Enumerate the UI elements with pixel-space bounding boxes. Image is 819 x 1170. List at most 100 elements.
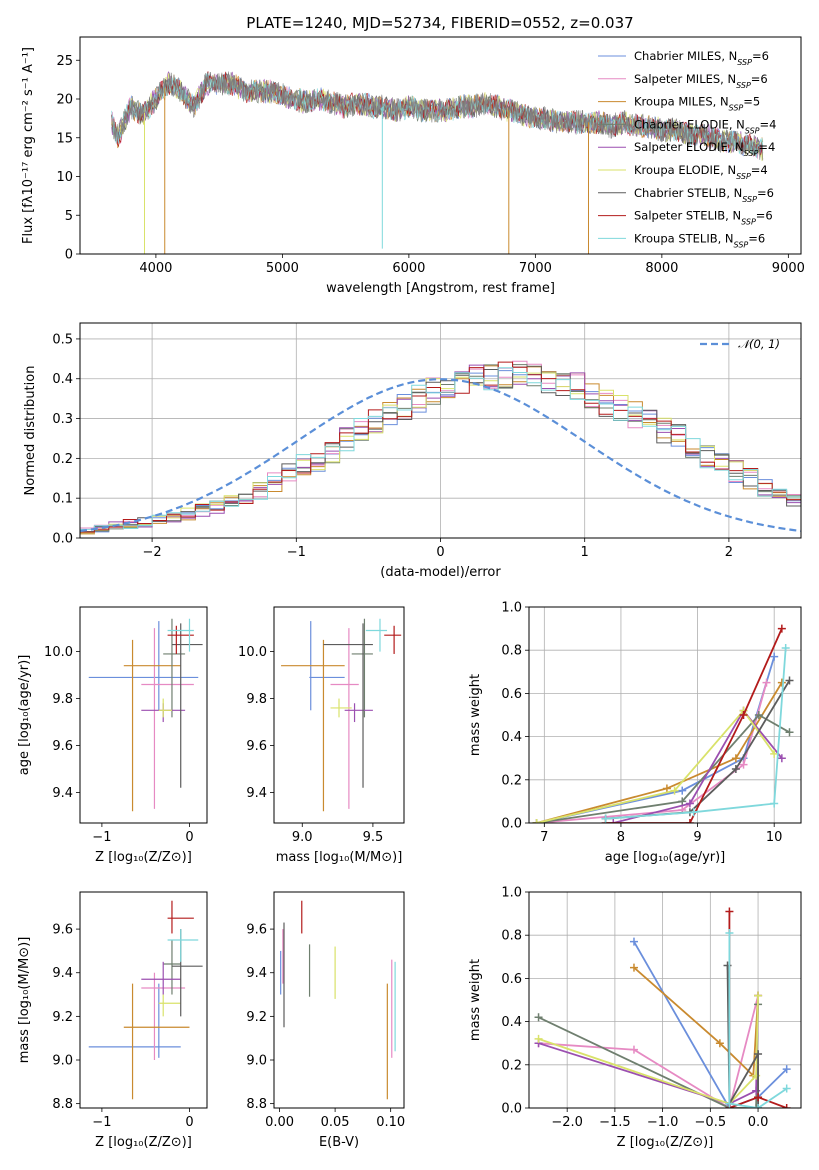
mass-weight-marker — [662, 784, 671, 793]
y-tick-label: 9.2 — [246, 1010, 267, 1025]
y-axis-label: Normed distribution — [23, 366, 38, 496]
x-tick-label: 9 — [693, 830, 701, 845]
mass_vs_metallicity-axes: −1 0 8.8 9.0 9.2 9.4 9.6 Z [log₁₀(Z/Z⊙)] mass [l… — [17, 923, 194, 1150]
y-tick-label: 9.4 — [52, 786, 73, 801]
y-tick-label: 0.3 — [52, 412, 73, 427]
y-axis-label: mass weight — [468, 959, 483, 1041]
mass-weight-marker — [762, 678, 771, 687]
x-tick-label: −1 — [92, 1115, 111, 1130]
mass-weight-series — [536, 656, 776, 823]
x-tick-label: 0 — [185, 1115, 193, 1130]
mass-weight-marker — [739, 711, 748, 719]
mass_weight_vs_metallicity-axes: −2.0 −1.5 −1.0 −0.5 0.0 0.0 0.2 0.4 0.6 0.8 1.0 Z [… — [468, 886, 801, 1150]
x-tick-label: 5000 — [266, 261, 299, 276]
x-tick-label: 0 — [185, 830, 193, 845]
mass-weight-marker — [715, 1039, 724, 1048]
legend-entry: Salpeter ELODIE, NSSP=4 — [634, 140, 775, 158]
mass-weight-marker — [754, 1104, 763, 1108]
y-tick-label: 10.0 — [238, 645, 267, 660]
legend-entry: Chabrier STELIB, NSSP=6 — [634, 186, 774, 204]
legend-entry: Kroupa MILES, NSSP=5 — [634, 95, 760, 113]
x-axis-label: wavelength [Angstrom, rest frame] — [326, 281, 555, 296]
x-axis-label: mass [log₁₀(M/M⊙)] — [276, 850, 403, 865]
mass-weight-marker — [532, 819, 541, 823]
y-tick-label: 15 — [56, 131, 73, 146]
y-tick-label: 0.4 — [501, 1015, 522, 1030]
age_vs_mass-points — [281, 618, 402, 812]
y-tick-label: 0.4 — [52, 372, 73, 387]
mass-weight-marker — [689, 808, 698, 817]
y-tick-label: 0.1 — [52, 492, 73, 507]
mass-weight-marker — [781, 644, 790, 653]
mass-weight-marker — [754, 1093, 763, 1102]
x-tick-label: 4000 — [139, 261, 172, 276]
mass-weight-marker — [754, 991, 763, 1000]
y-tick-label: 0.6 — [501, 687, 522, 702]
x-tick-label: −0.5 — [695, 1115, 727, 1130]
mass-weight-marker — [785, 676, 794, 685]
mass-weight-marker — [777, 624, 786, 633]
mass-weight-marker — [777, 678, 786, 687]
age_vs_metallicity-points — [88, 618, 203, 812]
mass-weight-series — [633, 966, 759, 1078]
x-axis-label: (data-model)/error — [380, 565, 501, 580]
mass-weight-marker — [770, 799, 779, 808]
y-tick-label: 8.8 — [246, 1097, 267, 1112]
y-tick-label: 0.0 — [52, 532, 73, 547]
mass-weight-marker — [629, 963, 638, 972]
x-tick-label: 8 — [617, 830, 625, 845]
mass-weight-marker — [739, 760, 748, 769]
mass_vs_ebv-frame — [273, 891, 405, 1109]
x-tick-label: −1.0 — [647, 1115, 679, 1130]
y-tick-label: 9.0 — [52, 1054, 73, 1069]
mass-weight-marker — [678, 797, 687, 806]
legend-entry: Kroupa ELODIE, NSSP=4 — [634, 163, 768, 181]
y-tick-label: 10.0 — [44, 645, 73, 660]
y-tick-label: 9.6 — [52, 923, 73, 938]
y-axis-label: age [log₁₀(age/yr)] — [17, 655, 32, 776]
y-tick-label: 0.8 — [501, 644, 522, 659]
y-tick-label: 0.2 — [501, 773, 522, 788]
mass_vs_ebv-axes: 0.00 0.05 0.10 8.8 9.0 9.2 9.4 9.6 E(B-V) — [246, 923, 405, 1150]
mass-weight-series — [536, 682, 783, 823]
legend-entry: Chabrier ELODIE, NSSP=4 — [634, 117, 776, 135]
mass-weight-marker — [770, 749, 779, 758]
legend-entry: Salpeter MILES, NSSP=6 — [634, 72, 768, 90]
mass_vs_ebv-points — [280, 900, 396, 1100]
mass-weight-marker — [534, 1034, 543, 1043]
mass-weight-marker — [731, 765, 740, 773]
age_vs_mass-axes: 9.0 9.5 9.4 9.6 9.8 10.0 mass [log₁₀(M/M⊙)] — [238, 645, 402, 865]
spectrum-observed — [111, 71, 764, 161]
mass_vs_metallicity-points — [88, 900, 203, 1100]
x-tick-label: 6000 — [392, 261, 425, 276]
x-tick-label: 0.0 — [748, 1115, 769, 1130]
mass-weight-marker — [609, 819, 618, 823]
x-tick-label: −2.0 — [551, 1115, 583, 1130]
y-tick-label: 9.6 — [246, 923, 267, 938]
mass-weight-marker — [685, 799, 694, 808]
spectrum-series-kroupa-stelib — [111, 72, 764, 158]
mass-weight-marker — [752, 1104, 761, 1108]
x-tick-label: 8000 — [645, 261, 678, 276]
y-tick-label: 9.4 — [246, 966, 267, 981]
y-tick-label: 0.0 — [501, 1102, 522, 1117]
figure-title: PLATE=1240, MJD=52734, FIBERID=0552, z=0… — [246, 14, 633, 32]
mass-weight-marker — [731, 754, 740, 763]
x-tick-label: 0.10 — [376, 1115, 405, 1130]
age_vs_mass-frame — [273, 606, 405, 824]
mass_vs_metallicity-frame — [79, 891, 208, 1109]
mass-weight-marker — [723, 961, 732, 970]
mass-weight-marker — [629, 1045, 638, 1054]
y-tick-label: 0.4 — [501, 730, 522, 745]
x-tick-label: 2 — [725, 545, 733, 560]
mass-weight-series — [605, 628, 783, 823]
x-tick-label: 7 — [540, 830, 548, 845]
mass-weight-marker — [725, 907, 734, 916]
mass-weight-series — [538, 995, 759, 1108]
mass-weight-marker — [725, 1099, 734, 1108]
mass-weight-marker — [754, 1050, 763, 1058]
mass_weight_vs_metallicity-lines — [534, 907, 791, 1108]
legend-entry: Kroupa STELIB, NSSP=6 — [634, 231, 765, 249]
y-tick-label: 0.2 — [52, 452, 73, 467]
mass-weight-marker — [754, 711, 763, 719]
